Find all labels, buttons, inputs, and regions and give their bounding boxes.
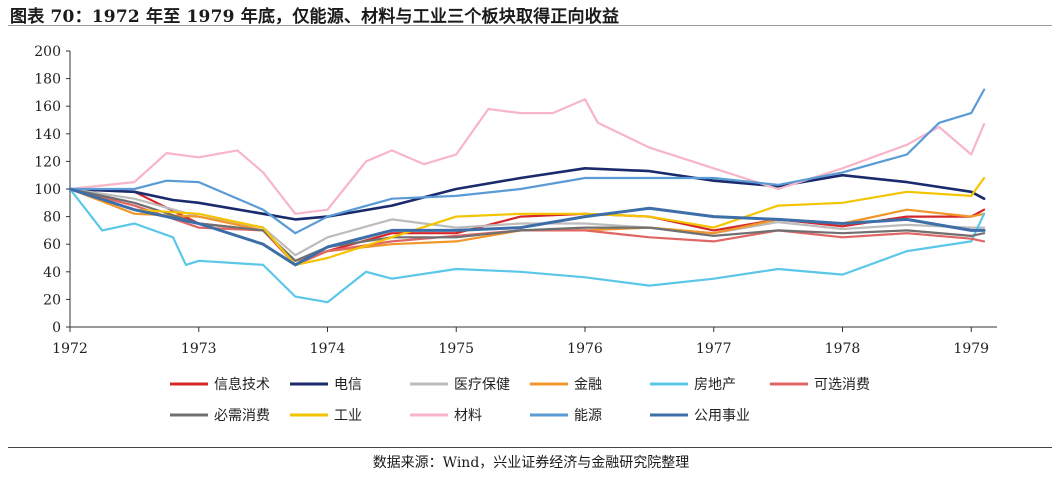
series-line-8 bbox=[68, 176, 986, 266]
y-tick-label: 20 bbox=[43, 292, 61, 308]
source-note: 数据来源：Wind，兴业证券经济与金融研究院整理 bbox=[372, 455, 690, 471]
legend-label: 材料 bbox=[454, 408, 482, 424]
series-line-5 bbox=[68, 187, 986, 304]
y-tick-label: 120 bbox=[34, 154, 61, 170]
y-tick-label: 200 bbox=[34, 44, 61, 60]
chart-plot-area bbox=[68, 88, 986, 304]
x-tick-label: 1979 bbox=[953, 341, 989, 357]
series-line-9 bbox=[68, 98, 986, 215]
legend-label: 工业 bbox=[334, 408, 362, 424]
x-tick-label: 1978 bbox=[825, 341, 861, 357]
series-line-2 bbox=[68, 167, 986, 221]
y-tick-label: 140 bbox=[34, 127, 61, 143]
x-tick-label: 1975 bbox=[438, 341, 474, 357]
legend-label: 信息技术 bbox=[214, 376, 270, 393]
y-tick-label: 180 bbox=[34, 72, 61, 88]
x-tick-label: 1976 bbox=[567, 341, 603, 357]
y-tick-label: 100 bbox=[34, 182, 61, 198]
line-chart: 0 20 40 60 80 100 120 140 160 180 200 1972 1973 1974 1… bbox=[34, 44, 997, 424]
legend-label: 医疗保健 bbox=[454, 377, 510, 393]
legend-label: 金融 bbox=[574, 377, 602, 393]
legend-label: 可选消费 bbox=[814, 377, 870, 393]
legend-label: 公用事业 bbox=[694, 408, 750, 424]
series-line-10 bbox=[68, 88, 986, 235]
legend-label: 房地产 bbox=[694, 377, 736, 393]
chart-title: 图表 70：1972 年至 1979 年底，仅能源、材料与工业三个板块取得正向收… bbox=[10, 7, 620, 27]
x-tick-label: 1973 bbox=[181, 341, 217, 357]
title-divider bbox=[8, 25, 1052, 26]
x-tick-label: 1977 bbox=[696, 341, 732, 357]
footer-divider bbox=[8, 447, 1052, 448]
y-tick-label: 0 bbox=[52, 320, 61, 336]
legend-label: 能源 bbox=[574, 408, 602, 424]
x-tick-label: 1972 bbox=[52, 341, 88, 357]
chart-axes: 0 20 40 60 80 100 120 140 160 180 200 1972 1973 1974 1… bbox=[34, 44, 997, 357]
y-tick-label: 60 bbox=[43, 237, 61, 253]
x-tick-label: 1974 bbox=[310, 341, 346, 357]
series-line-7 bbox=[68, 187, 986, 262]
series-line-11 bbox=[68, 187, 986, 267]
y-tick-label: 80 bbox=[43, 210, 61, 226]
y-tick-label: 40 bbox=[43, 265, 61, 281]
legend-label: 电信 bbox=[334, 377, 362, 393]
legend-label: 必需消费 bbox=[214, 408, 270, 424]
y-tick-label: 160 bbox=[34, 99, 61, 115]
